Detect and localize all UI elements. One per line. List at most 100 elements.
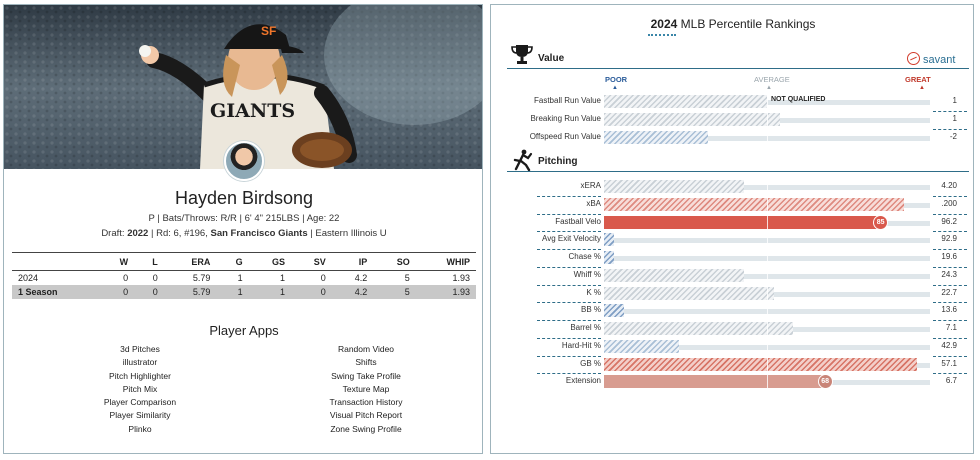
average-marker (767, 322, 768, 335)
app-link[interactable]: Transaction History (329, 397, 403, 408)
draft-team-link[interactable]: San Francisco Giants (210, 228, 308, 239)
metric-row[interactable]: GB % 57.1 (491, 355, 973, 374)
metric-row[interactable]: xERA 4.20 (491, 178, 973, 196)
row-divider (933, 195, 967, 197)
season-stats-table: W L ERA G GS SV IP SO WHIP 2024 0 0 5.79… (12, 252, 476, 299)
row-divider (537, 373, 601, 375)
metric-row[interactable]: Fastball Velo 85 96.2 (491, 213, 973, 232)
percentile-bar (604, 215, 882, 229)
player-name: Hayden Birdsong (174, 188, 314, 208)
average-marker (767, 197, 768, 211)
pitching-section-divider (507, 171, 969, 172)
app-link[interactable]: Visual Pitch Report (329, 410, 403, 421)
row-divider (537, 266, 601, 268)
col-header-gs[interactable]: GS (248, 252, 292, 271)
metric-value: 57.1 (941, 358, 957, 368)
percentile-bar (604, 112, 781, 126)
metric-label: Chase % (568, 252, 601, 261)
rankings-title: 2024 MLB Percentile Rankings (650, 17, 816, 31)
col-header-season[interactable] (12, 252, 100, 271)
savant-brand[interactable]: savant (907, 52, 955, 66)
percentile-bar (604, 130, 709, 144)
average-marker (767, 251, 768, 264)
metric-row[interactable]: Whiff % 24.3 (491, 266, 973, 285)
metric-label: GB % (580, 358, 601, 368)
metric-label: Fastball Velo (555, 216, 601, 226)
col-header-ip[interactable]: IP (331, 252, 374, 271)
col-header-w[interactable]: W (99, 252, 135, 271)
average-arrow-icon: ▲ (766, 85, 772, 91)
metric-row[interactable]: Barrel % 7.1 (491, 320, 973, 338)
col-header-g[interactable]: G (216, 252, 249, 271)
average-marker (767, 215, 768, 229)
metric-row[interactable]: Extension 68 6.7 (491, 373, 973, 391)
app-link[interactable]: Player Comparison (103, 397, 177, 408)
player-apps-left-list: 3d Pitches illustrator Pitch Highlighter… (60, 343, 220, 436)
row-divider (537, 213, 601, 215)
metric-label: Whiff % (573, 269, 601, 279)
row-divider (537, 320, 601, 321)
col-header-whip[interactable]: WHIP (415, 252, 476, 271)
app-link[interactable]: Random Video (337, 344, 395, 354)
player-draft-info: Draft: 2022 | Rd: 6, #196, San Francisco… (101, 228, 387, 239)
percentile-bar (604, 286, 774, 300)
app-link[interactable]: Plinko (128, 423, 152, 434)
row-divider (537, 231, 601, 233)
savant-logo-icon (907, 52, 920, 65)
app-link[interactable]: Pitch Mix (122, 383, 158, 394)
draft-year-link[interactable]: 2022 (127, 228, 149, 239)
metric-row[interactable]: Avg Exit Velocity 92.9 (491, 231, 973, 249)
table-row: 2024 0 0 5.79 1 1 0 4.2 5 1.93 (18, 273, 470, 283)
col-header-era[interactable]: ERA (163, 252, 217, 271)
player-card: SF GIANTS Hayden Birdsong P | Bats/Throw… (3, 4, 483, 454)
average-marker (767, 357, 768, 371)
app-link[interactable]: Swing Take Profile (331, 370, 401, 381)
metric-label: Fastball Run Value (534, 96, 601, 105)
metric-value: .200 (941, 198, 957, 208)
metric-value: 13.6 (941, 305, 957, 315)
metric-label: xERA (580, 181, 601, 190)
average-marker (767, 233, 768, 247)
app-link[interactable]: Texture Map (342, 383, 390, 394)
percentile-bar (604, 375, 826, 389)
metric-row[interactable]: Breaking Run Value 1 (491, 110, 973, 129)
metric-row[interactable]: xBA .200 (491, 195, 973, 214)
metric-row[interactable]: Offspeed Run Value -2 (491, 128, 973, 147)
app-link[interactable]: illustrator (122, 357, 158, 368)
app-link[interactable]: 3d Pitches (120, 344, 160, 354)
player-apps-title: Player Apps (209, 323, 279, 338)
metric-row[interactable]: Fastball Run Value NOT QUALIFIED 1 (491, 93, 973, 111)
row-divider (933, 249, 967, 250)
app-link[interactable]: Shifts (355, 357, 377, 368)
percentile-bar (604, 251, 614, 264)
percentile-rankings-panel: 2024 MLB Percentile Rankings Value savan… (490, 4, 974, 454)
metric-row[interactable]: BB % 13.6 (491, 302, 973, 320)
metric-row[interactable]: K % 22.7 (491, 284, 973, 303)
col-header-so[interactable]: SO (373, 252, 416, 271)
row-divider (537, 302, 601, 304)
app-link[interactable]: Zone Swing Profile (330, 423, 402, 434)
metric-row[interactable]: Hard-Hit % 42.9 (491, 337, 973, 356)
metric-value: 96.2 (941, 216, 957, 226)
row-divider (537, 284, 601, 286)
row-divider (933, 320, 967, 321)
row-divider (933, 337, 967, 339)
player-bio: P | Bats/Throws: R/R | 6' 4" 215LBS | Ag… (148, 213, 340, 224)
metric-value: 22.7 (941, 287, 957, 297)
player-avatar (224, 141, 264, 181)
app-link[interactable]: Pitch Highlighter (109, 370, 171, 381)
row-divider (537, 249, 601, 250)
metric-label: BB % (580, 305, 601, 315)
metric-value: 1 (952, 96, 957, 105)
percentile-bar (604, 95, 767, 108)
app-link[interactable]: Player Similarity (109, 410, 171, 421)
player-apps-right-list: Random Video Shifts Swing Take Profile T… (286, 343, 446, 436)
scale-poor-label: POOR (605, 75, 628, 84)
average-marker (767, 180, 768, 193)
metric-row[interactable]: Chase % 19.6 (491, 249, 973, 267)
metric-value: -2 (949, 131, 957, 141)
col-header-l[interactable]: L (134, 252, 164, 271)
percentile-badge: 85 (873, 214, 889, 230)
percentile-bar (604, 233, 614, 247)
col-header-sv[interactable]: SV (291, 252, 332, 271)
